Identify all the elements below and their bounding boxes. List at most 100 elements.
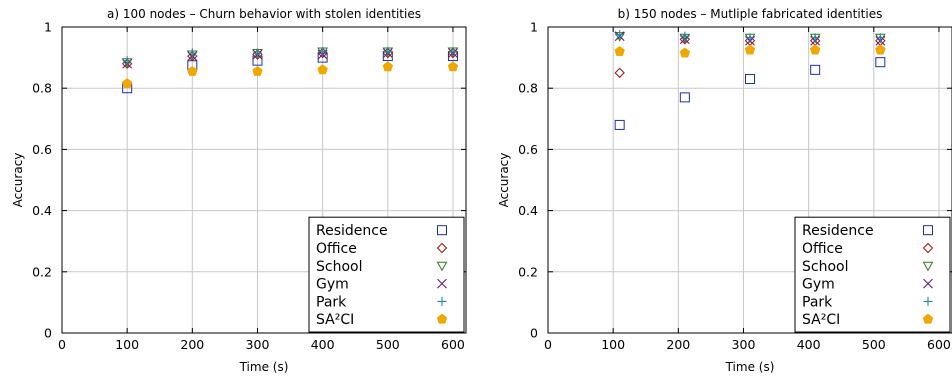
legend-label: Office [316,241,357,257]
data-point [679,92,690,103]
legend-marker [922,261,934,272]
chart-title: a) 100 nodes – Churn behavior with stole… [107,7,421,21]
x-tick-label: 200 [180,337,204,352]
data-point [809,44,821,55]
legend-marker [437,278,447,289]
legend-label: SA²CI [802,312,840,328]
legend-label: Office [802,241,843,257]
x-tick-label: 0 [544,337,552,352]
data-point [614,119,625,130]
data-point [122,56,132,66]
x-tick-label: 300 [246,337,270,352]
legend-label: SA²CI [316,312,354,328]
x-tick-label: 200 [666,337,690,352]
chart-panel-a: 0 100 200 300 400 500 600 0 0.2 0.4 0.6 0.8 1 a) 100 … [11,7,467,374]
data-point [382,61,394,72]
legend-marker [436,313,448,324]
y-axis-label: Accuracy [11,153,25,208]
y-tick-label: 0.6 [518,142,538,157]
x-tick-label: 400 [797,337,821,352]
legend-label: Gym [802,277,835,293]
x-tick-label: 300 [732,337,756,352]
legend-label: Residence [802,223,874,239]
x-tick-label: 100 [601,337,625,352]
y-axis-label: Accuracy [497,153,511,208]
x-axis-label: Time (s) [725,360,775,374]
x-tick-label: 100 [115,337,139,352]
data-point [383,46,393,56]
series-pentagon [614,44,886,58]
y-tick-label: 0.2 [32,264,52,279]
y-tick-label: 1 [530,20,538,35]
y-axis: 0 0.2 0.4 0.6 0.8 1 [32,20,466,341]
data-point [615,30,625,40]
data-point [318,46,328,56]
data-point [448,46,458,56]
x-tick-label: 0 [58,337,66,352]
data-point [679,47,691,58]
legend-marker [437,225,447,236]
data-point [745,33,755,43]
data-points [614,30,886,130]
legend-marker [437,296,447,306]
legend-label: Residence [316,223,388,239]
series-x [122,48,458,69]
x-tick-label: 500 [376,337,400,352]
legend-label: School [316,259,362,275]
legend-label: School [802,259,848,275]
legend-marker [923,278,933,289]
x-axis-label: Time (s) [239,360,289,374]
series-plus [615,30,885,43]
y-tick-label: 0.2 [518,264,538,279]
x-tick-label: 500 [862,337,886,352]
data-point [252,48,262,58]
data-point [252,65,263,76]
plot-frame [61,26,467,334]
data-point [187,65,198,76]
data-point [810,33,820,43]
legend-box [794,216,951,333]
legend-marker [436,261,448,272]
data-point [875,33,885,43]
series-square [122,51,458,94]
y-tick-label: 0.4 [32,203,52,218]
x-axis: 0 100 200 300 400 500 600 [58,27,465,352]
data-point [447,61,459,72]
y-tick-label: 0.4 [518,203,538,218]
data-point [745,74,755,85]
legend-marker [922,313,934,324]
y-tick-label: 0.8 [32,81,52,96]
legend-marker [923,225,933,236]
x-tick-label: 400 [311,337,335,352]
chart-panel-b: 0 100 200 300 400 500 600 0 0.2 0.4 0.6 0.8 1 b) 150 … [497,7,952,374]
x-tick-label: 600 [927,337,951,352]
x-tick-label: 600 [441,337,465,352]
data-point [317,64,328,75]
grid [62,27,466,333]
series-plus [122,46,458,66]
data-points [121,46,459,94]
series-square [614,57,886,130]
legend-label: Park [802,294,833,310]
data-point [744,44,756,55]
data-point [614,67,625,79]
series-triangle [121,47,459,68]
data-point [187,48,197,58]
grid [548,27,952,333]
y-tick-label: 0 [44,326,52,341]
legend-marker [923,296,933,306]
legend-label: Park [316,294,347,310]
y-tick-label: 0.8 [518,81,538,96]
legend-label: Gym [316,277,349,293]
legend-box [308,216,465,333]
y-tick-label: 0.6 [32,142,52,157]
series-diamond [121,47,459,69]
legend-marker [922,242,934,254]
legend-marker [436,242,448,254]
y-tick-label: 0 [530,326,538,341]
data-point [810,64,821,75]
data-point [614,45,625,56]
